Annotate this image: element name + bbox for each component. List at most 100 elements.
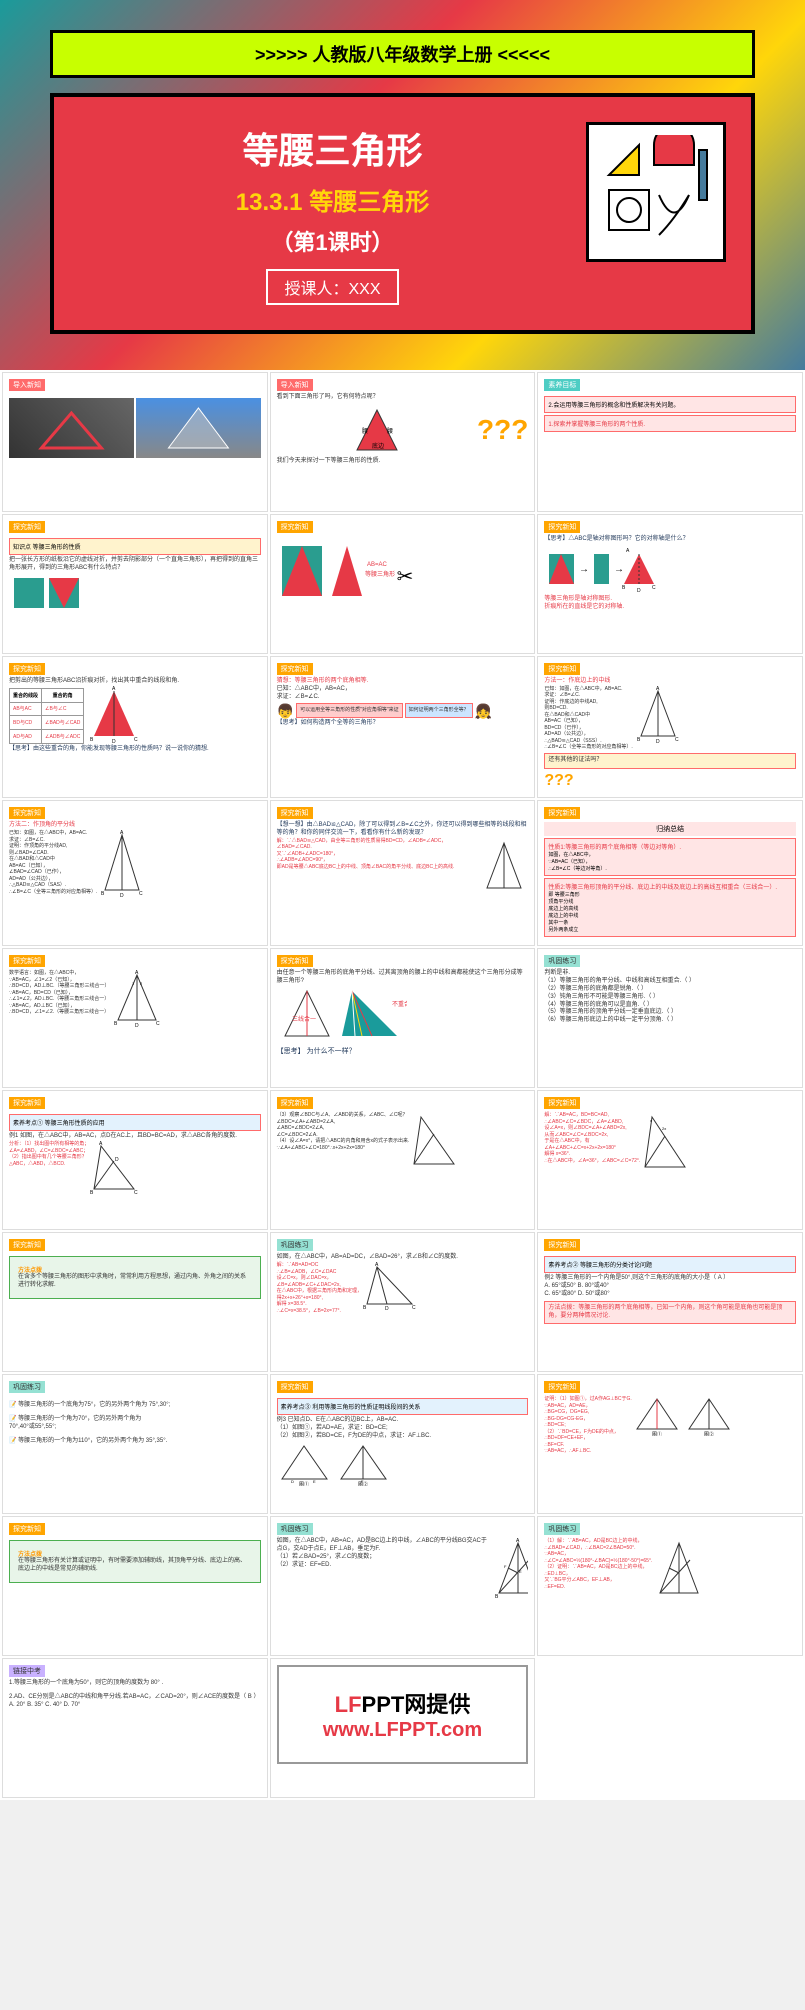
scissors-icon: ✂ xyxy=(397,564,414,589)
svg-text:C: C xyxy=(675,737,679,743)
problem: 如图，在△ABC中，AB=AC，AD是BC边上的中线，∠ABC的平分线BG交AC… xyxy=(277,1538,491,1603)
tag-explore: 探究新知 xyxy=(544,1239,580,1251)
slide-8: 探究新知 猜想：等腰三角形的两个底角相等. 已知：△ABC中，AB=AC， 求证… xyxy=(270,656,536,798)
slide-2: 导入新知 看到下面三角形了吗，它有何特点呢？ 腰腰底边 ??? 我们今天来探讨一… xyxy=(270,372,536,512)
think-q: 【想一想】由△BAD≌△CAD，除了可以得到∠B=∠C之外，你还可以得到哪些相等… xyxy=(277,822,529,838)
q2: 2.AD、CE分别是△ABC的中线和角平分线.若AB=AC，∠CAD=20°，则… xyxy=(9,1694,261,1702)
hint-1: 可以运用全等三角形的性质"对应角相等"来证 xyxy=(296,703,403,718)
svg-text:E: E xyxy=(313,1479,316,1484)
triangle xyxy=(409,1112,459,1172)
svg-text:腰: 腰 xyxy=(387,428,393,435)
slide-19: 探究新知 方法点拨 在含多个等腰三角形的图形中求角时，常常利用方程思想，通过内角… xyxy=(2,1232,268,1372)
svg-text:D: D xyxy=(291,1479,294,1484)
tag-explore: 探究新知 xyxy=(9,1097,45,1109)
svg-text:C: C xyxy=(139,891,143,897)
example-3: 例3 已知点D、E在△ABC的边BC上，AB=AC. （1）如图①，若AD=AE… xyxy=(277,1417,529,1440)
svg-text:腰: 腰 xyxy=(362,428,368,435)
tag-explore: 探究新知 xyxy=(544,1381,580,1393)
proof-text: 已知：如图，在△ABC中，AB=AC. 求证：∠B=∠C. 证明：作底边的中线A… xyxy=(544,686,632,751)
property-1: 性质1:等腰三角形的两个底角相等（等边对等角）. xyxy=(548,842,792,851)
slide-15: 巩固练习 判断是非. （1）等腰三角形的角平分线、中线和高线互相重合.（ ） （… xyxy=(537,948,803,1088)
q1: 1.等腰三角形的一个底角为50°，则它的顶角的度数为 80° . xyxy=(9,1680,261,1688)
q2: 等腰三角形的一个角为70°，它的另外两个角为 70°,40°或55°,55°; xyxy=(9,1416,141,1430)
figure-2: 图②F xyxy=(336,1441,391,1486)
slide-6: 探究新知 【思考】△ABC是轴对称图形吗？它的对称轴是什么？ → → ABCD … xyxy=(537,514,803,654)
svg-text:底边: 底边 xyxy=(372,442,384,450)
svg-text:2x: 2x xyxy=(662,1126,666,1131)
title-card: 等腰三角形 13.3.1 等腰三角形 （第1课时） 授课人：XXX xyxy=(50,93,755,334)
svg-text:B: B xyxy=(101,891,105,897)
svg-text:B: B xyxy=(363,1305,367,1311)
tag-explore: 探究新知 xyxy=(9,663,45,675)
svg-text:A: A xyxy=(120,830,124,836)
method-tip: 在含多个等腰三角形的图形中求角时，常常利用方程思想，通过内角、外角之间的关系进行… xyxy=(18,1274,252,1290)
svg-text:→: → xyxy=(579,564,589,575)
figure-1: 图①DE xyxy=(277,1441,332,1486)
proof: 证明：（1）如图①，过A作AG⊥BC于G. ∵AB=AC，AD=AE， ∴BG=… xyxy=(544,1396,631,1455)
triangle-adc: ABDC xyxy=(362,1262,417,1312)
analysis-cont: （3）观察∠BDC与∠A、∠ABD的关系，∠ABC、∠C呢？ ∠BDC=∠A+∠… xyxy=(277,1112,410,1172)
tag-intro: 导入新知 xyxy=(277,379,313,391)
figure-2: 图② xyxy=(684,1396,734,1436)
triangle-complex xyxy=(652,1538,707,1603)
tag-explore: 探究新知 xyxy=(277,521,313,533)
svg-text:B: B xyxy=(495,1594,499,1600)
bottom-text: 我们今天来探讨一下等腰三角形的性质. xyxy=(277,458,529,466)
math-language: 数学语言：如图，在△ABC中， ∵AB=AC，∠1=∠2（已知）， ∴BD=CD… xyxy=(9,970,110,1030)
think: 【思考】如何构造两个全等的三角形？ xyxy=(277,720,529,728)
brand-name: LFLFPPT网提供PPT网提供 xyxy=(299,1687,507,1719)
slide-14: 探究新知 由任意一个等腰三角形的底角平分线、过其离顶角的腰上的中线和高都能使这个… xyxy=(270,948,536,1088)
tag-explore: 探究新知 xyxy=(9,807,45,819)
analysis: 分析：（1）找出图中所有相等的角； ∠A=∠ABD，∠C=∠BDC=∠ABC； … xyxy=(9,1141,89,1196)
tag-explore: 探究新知 xyxy=(544,521,580,533)
exam-point-3: 素养考点③ 利用等腰三角形的性质证明线段间的关系 xyxy=(277,1398,529,1415)
q3: 等腰三角形的一个角为110°，它的另外两个角为 35°,35°. xyxy=(18,1438,167,1444)
tag-practice: 巩固练习 xyxy=(277,1239,313,1251)
guess: 猜想：等腰三角形的两个底角相等. xyxy=(277,678,529,686)
title-main: 等腰三角形 xyxy=(79,122,586,174)
course-banner: >>>>> 人教版八年级数学上册 <<<<< xyxy=(50,30,755,78)
method-tip: 方法点拨：等腰三角形的两个底角相等，已知一个内角，则这个角可能是底角也可能是顶角… xyxy=(544,1301,796,1325)
title-lesson: （第1课时） xyxy=(79,225,586,257)
solution: 解：∵AB=AD=DC ∴∠B=∠ADB，∠C=∠DAC 设∠C=x，则∠DAC… xyxy=(277,1262,362,1314)
triangle-complex: ABCGEF xyxy=(491,1538,529,1603)
symmetry-diagram: → → ABCD xyxy=(544,544,684,594)
slide-11: 探究新知 【想一想】由△BAD≌△CAD，除了可以得到∠B=∠C之外，你还可以得… xyxy=(270,800,536,946)
svg-text:A: A xyxy=(626,548,630,554)
options: A. 20° B. 35° C. 40° D. 70° xyxy=(9,1702,261,1710)
svg-text:F: F xyxy=(504,1564,507,1569)
slide-4: 探究新知 知识点 等腰三角形的性质 把一张长方形的纸板沿它的虚线对折，并剪去阴影… xyxy=(2,514,268,654)
tag-explore: 探究新知 xyxy=(9,1239,45,1251)
svg-text:→: → xyxy=(614,564,624,575)
slide-23: 探究新知 素养考点③ 利用等腰三角形的性质证明线段间的关系 例3 已知点D、E在… xyxy=(270,1374,536,1514)
question-text: 看到下面三角形了吗，它有何特点呢？ xyxy=(277,394,529,402)
triangle-labeled: ABCD12 xyxy=(110,970,165,1030)
think-why: 【思考】 为什么不一样？ xyxy=(277,1046,529,1056)
text: 由任意一个等腰三角形的底角平分线、过其离顶角的腰上的中线和高都能使这个三角形分成… xyxy=(277,970,529,986)
header-section: >>>>> 人教版八年级数学上册 <<<<< 等腰三角形 13.3.1 等腰三角… xyxy=(0,0,805,370)
triangle-abc: ABCD xyxy=(84,686,144,746)
solution: 解：∵△BAD≌△CAD，由全等三角形的性质易得BD=CD，∠ADB=∠ADC，… xyxy=(277,838,479,898)
method-tip: 在等腰三角形有关计算或证明中，有时需要添加辅助线，其顶角平分线、底边上的高、底边… xyxy=(18,1558,252,1574)
triangle-1: 三线合一 xyxy=(277,986,337,1046)
slide-27: 巩固练习 （1）解：∵AB=AC，AD是BC边上的中线， ∴∠BAD=∠CAD，… xyxy=(537,1516,803,1656)
tag-explore: 探究新知 xyxy=(277,807,313,819)
proof-text: 已知：如图，在△ABC中，AB=AC. 求证：∠B=∠C. 证明：作顶角的平分线… xyxy=(9,830,97,900)
student-icon: 👧 xyxy=(475,702,492,720)
slide-24: 探究新知 证明：（1）如图①，过A作AG⊥BC于G. ∵AB=AC，AD=AE，… xyxy=(537,1374,803,1514)
tag-explore: 探究新知 xyxy=(9,955,45,967)
slide-10: 探究新知 方法二：作顶角的平分线 已知：如图，在△ABC中，AB=AC. 求证：… xyxy=(2,800,268,946)
slide-12: 探究新知 归纳总结 性质1:等腰三角形的两个底角相等（等边对等角）. 如图，在△… xyxy=(537,800,803,946)
slides-grid: 导入新知 导入新知 看到下面三角形了吗，它有何特点呢？ 腰腰底边 ??? 我们今… xyxy=(0,370,805,1800)
svg-text:A: A xyxy=(135,970,139,976)
svg-text:C: C xyxy=(156,1021,160,1027)
slide-17: 探究新知 （3）观察∠BDC与∠A、∠ABD的关系，∠ABC、∠C呢？ ∠BDC… xyxy=(270,1090,536,1230)
svg-text:不重合: 不重合 xyxy=(392,1000,407,1008)
slide-1: 导入新知 xyxy=(2,372,268,512)
tag-explore: 探究新知 xyxy=(9,521,45,533)
tag-explore: 探究新知 xyxy=(277,1381,313,1393)
svg-text:D: D xyxy=(115,1157,119,1163)
svg-text:2: 2 xyxy=(140,981,143,986)
answer-text: 等腰三角形是轴对称图形. 折痕所在的直线是它的对称轴. xyxy=(544,596,796,612)
prove: 求证：∠B=∠C. xyxy=(277,694,529,702)
